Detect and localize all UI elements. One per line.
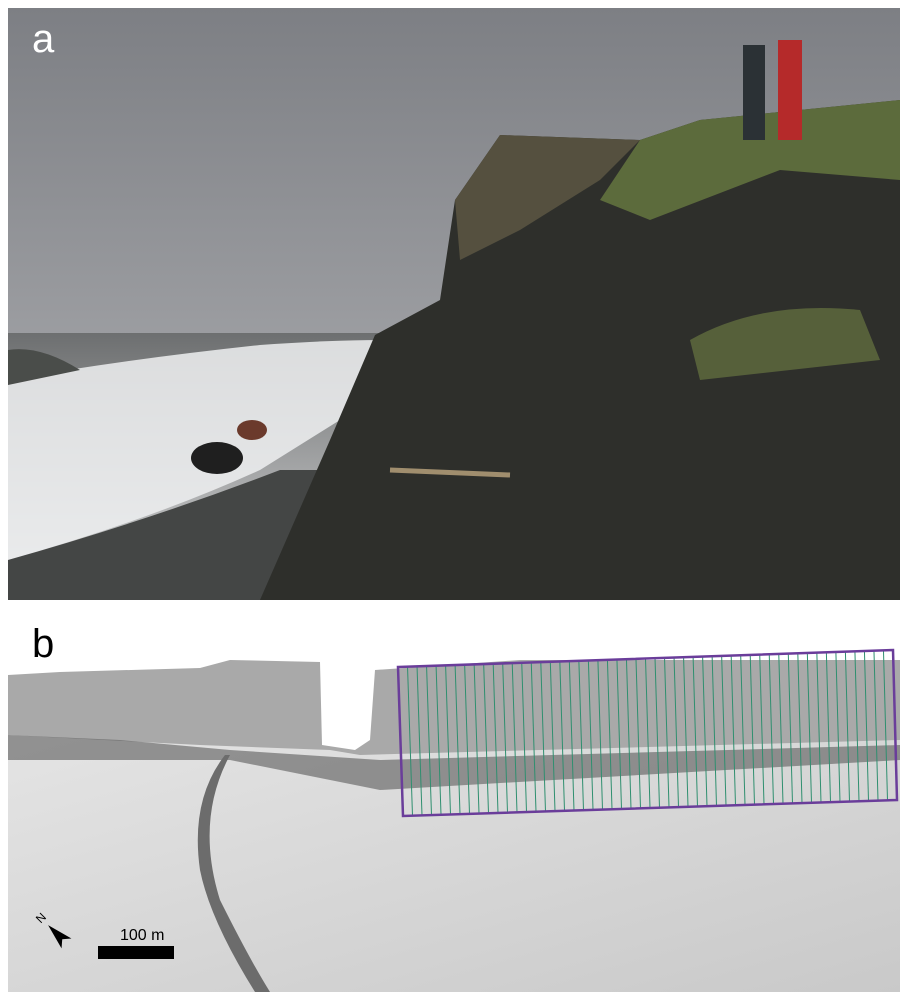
panel-label: b [32, 622, 54, 666]
person [778, 40, 802, 140]
figure: a b N 100 m [0, 0, 901, 992]
boulder [237, 420, 267, 440]
scale-label: 100 m [120, 927, 164, 944]
person [743, 45, 765, 140]
boulder [191, 442, 243, 474]
hillshade-panel: b N 100 m [8, 622, 900, 992]
photo-panel: a [8, 8, 900, 600]
page: a b N 100 m (() => { const data = JSON.p… [0, 0, 901, 992]
panel-label: a [32, 17, 55, 61]
scale-bar [98, 946, 174, 959]
